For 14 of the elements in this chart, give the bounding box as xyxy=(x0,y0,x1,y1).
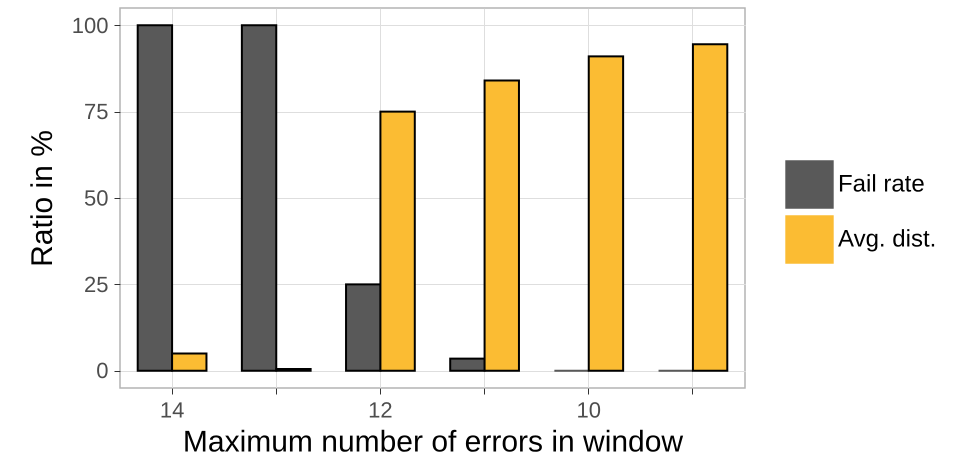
y-tick-label: 0 xyxy=(96,358,108,384)
x-tick-label: 12 xyxy=(368,398,393,422)
y-tick-label: 25 xyxy=(84,272,108,297)
legend-label: Avg. dist. xyxy=(838,226,936,252)
y-tick-label: 75 xyxy=(84,99,108,124)
x-axis-title: Maximum number of errors in window xyxy=(182,426,684,458)
y-tick-label: 50 xyxy=(84,186,108,210)
bar xyxy=(588,55,624,372)
x-tick-label: 10 xyxy=(576,398,601,422)
x-tick-label: 14 xyxy=(160,398,184,422)
legend-label: Fail rate xyxy=(838,170,925,198)
y-tick-label: 100 xyxy=(72,12,108,38)
y-axis-title: Ratio in % xyxy=(26,130,59,267)
bar xyxy=(692,43,728,372)
